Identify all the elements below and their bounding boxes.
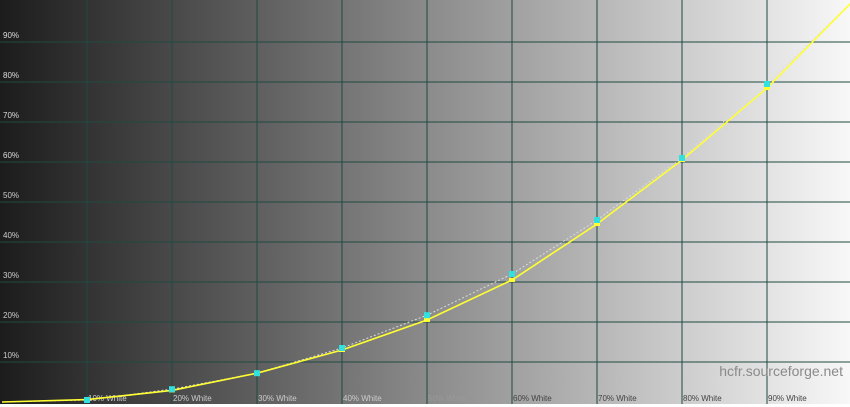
reference-point [424,318,430,322]
y-tick-label: 60% [3,151,19,160]
x-tick-label: 40% White [343,394,382,403]
measured-point [594,217,600,223]
measured-point [254,370,260,377]
measured-point [84,397,90,403]
x-tick-label: 60% White [513,394,552,403]
measured-point [509,271,515,277]
y-tick-label: 40% [3,231,19,240]
measured-point [169,386,175,393]
measured-point [679,155,685,161]
measured-point [339,345,345,351]
y-tick-label: 20% [3,311,19,320]
reference-point [594,222,600,226]
y-tick-label: 10% [3,351,19,360]
watermark: hcfr.sourceforge.net [719,363,843,379]
y-tick-label: 70% [3,111,19,120]
measured-point [764,81,770,87]
reference-point [509,278,515,282]
measured-point [424,312,430,319]
x-tick-label: 20% White [173,394,212,403]
x-tick-label: 80% White [683,394,722,403]
reference-point [764,86,770,90]
x-tick-label: 90% White [768,394,807,403]
x-tick-label: 70% White [598,394,637,403]
y-tick-label: 30% [3,271,19,280]
bottom-border [0,404,850,407]
y-tick-label: 90% [3,31,19,40]
x-tick-label: 10% White [88,394,127,403]
x-tick-label: 50% White [428,394,467,403]
x-tick-label: 30% White [258,394,297,403]
y-tick-label: 80% [3,71,19,80]
y-tick-label: 50% [3,191,19,200]
